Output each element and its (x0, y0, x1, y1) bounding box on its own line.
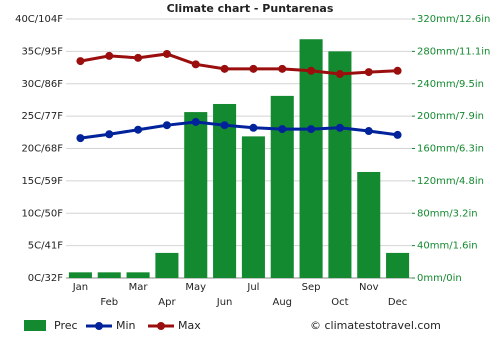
y-tick-label: 10C/50F (21, 208, 63, 219)
y2-tick-label: 40mm/1.6in (417, 241, 478, 252)
x-tick-label: Nov (359, 282, 379, 293)
x-tick-label: May (185, 282, 206, 293)
point (134, 53, 143, 62)
bar (126, 272, 150, 278)
bar (97, 272, 121, 278)
x-tick-label: Jun (216, 297, 233, 308)
point (76, 134, 85, 143)
point (105, 130, 114, 139)
point (335, 70, 344, 79)
x-tick-label: Aug (272, 297, 292, 308)
y-tick-label: 15C/59F (21, 176, 63, 187)
x-tick-label: Dec (388, 297, 407, 308)
bar (68, 272, 92, 278)
point (249, 64, 258, 73)
bar (357, 171, 381, 278)
point (220, 121, 229, 130)
line (80, 52, 398, 76)
chart-title: Climate chart - Puntarenas (167, 2, 334, 15)
bar (241, 136, 265, 278)
x-tick-label: Apr (158, 297, 176, 308)
y2-tick-label: 280mm/11.1in (417, 46, 490, 57)
point (364, 127, 373, 136)
x-tick-label: Jul (246, 282, 259, 293)
point (162, 121, 171, 130)
y-tick-label: 40C/104F (15, 14, 63, 25)
point (307, 125, 316, 134)
x-tick-label: Jan (72, 282, 88, 293)
bar (155, 252, 179, 278)
point (105, 51, 114, 60)
point (393, 66, 402, 75)
y2-tick-label: 240mm/9.5in (417, 79, 484, 90)
bar (386, 252, 410, 278)
credit: © climatestotravel.com (310, 319, 441, 332)
y-tick-label: 20C/68F (21, 144, 63, 155)
y2-tick-label: 0mm/0in (417, 273, 462, 284)
y2-tick-label: 160mm/6.3in (417, 144, 484, 155)
y-tick-label: 30C/86F (21, 79, 63, 90)
legend-label: Min (116, 319, 136, 332)
line (80, 120, 398, 140)
bar (328, 51, 352, 278)
legend-swatch (24, 320, 46, 331)
point (134, 125, 143, 134)
x-tick-label: Sep (302, 282, 321, 293)
point (220, 64, 229, 73)
point (191, 60, 200, 69)
legend-label: Prec (54, 319, 78, 332)
y-tick-label: 25C/77F (21, 111, 63, 122)
point (307, 66, 316, 75)
point (335, 123, 344, 132)
bar (299, 39, 323, 278)
y2-tick-label: 120mm/4.8in (417, 176, 484, 187)
point (364, 68, 373, 77)
y-tick-label: 35C/95F (21, 46, 63, 57)
x-tick-label: Mar (129, 282, 149, 293)
point (191, 117, 200, 126)
point (249, 123, 258, 132)
legend-swatch (95, 322, 103, 330)
bar (270, 95, 294, 278)
y2-tick-label: 80mm/3.2in (417, 208, 478, 219)
point (162, 49, 171, 58)
point (76, 57, 85, 66)
point (278, 64, 287, 73)
y-tick-label: 0C/32F (28, 273, 63, 284)
point (393, 130, 402, 139)
point (278, 125, 287, 134)
y2-tick-label: 320mm/12.6in (417, 14, 490, 25)
x-tick-label: Feb (100, 297, 118, 308)
bar (184, 112, 208, 278)
legend-swatch (157, 322, 165, 330)
y2-tick-label: 200mm/7.9in (417, 111, 484, 122)
x-tick-label: Oct (331, 297, 348, 308)
bar (213, 103, 237, 278)
y-tick-label: 5C/41F (28, 241, 63, 252)
legend-label: Max (178, 319, 201, 332)
